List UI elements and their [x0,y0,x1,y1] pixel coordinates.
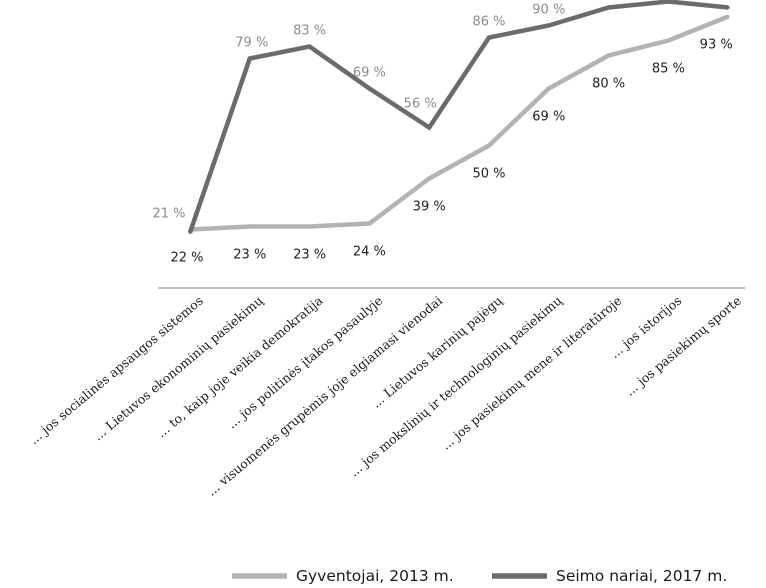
data-label: 85 % [652,62,685,77]
category-labels-layer: ... jos socialinės apsaugos sistemos... … [26,292,744,498]
data-point [308,45,312,48]
data-labels-layer: 22 % 23 % 23 % 24 % 39 % 50 % 69 % 80 % 85 % 93 %… [152,3,733,266]
series-line-seimo-nariai-2017-m [187,0,729,234]
data-point [666,39,670,42]
data-label: 24 % [353,245,386,260]
data-label: 23 % [293,248,326,263]
data-point [607,54,611,57]
category-label: ... jos mokslinių ir technologinių pasie… [346,292,565,479]
data-point [487,144,491,147]
data-label: 90 % [532,3,565,18]
data-label: 56 % [404,97,437,112]
category-label: ... jos pasiekimų sporte [622,293,744,399]
series-layer [187,0,730,234]
data-point [547,24,551,27]
data-point [188,231,192,234]
legend: Gyventojai, 2013 m. Seimo nariai, 2017 m… [232,567,727,585]
series-line-gyventojai-2013-m [189,14,730,232]
legend-label-seimo-nariai: Seimo nariai, 2017 m. [556,567,727,585]
data-label: 22 % [170,251,203,266]
data-label: 21 % [152,207,185,222]
data-point [367,222,371,225]
data-point [367,87,371,90]
data-label: 39 % [413,200,446,215]
data-point [666,0,670,3]
legend-label-gyventojai: Gyventojai, 2013 m. [296,567,454,585]
data-point [427,177,431,180]
data-point [547,87,551,90]
data-point [726,15,730,18]
data-point [248,225,252,228]
data-point [248,57,252,60]
data-label: 80 % [592,77,625,92]
data-label: 69 % [353,66,386,81]
data-point [726,6,730,9]
data-point [427,126,431,129]
data-label: 93 % [700,38,733,53]
data-point [487,36,491,39]
data-label: 69 % [532,110,565,125]
data-point [308,225,312,228]
data-label: 23 % [233,248,266,263]
data-point [607,6,611,9]
data-label: 50 % [472,167,505,182]
data-label: 83 % [293,24,326,39]
data-label: 86 % [472,15,505,30]
data-label: 79 % [235,36,268,51]
